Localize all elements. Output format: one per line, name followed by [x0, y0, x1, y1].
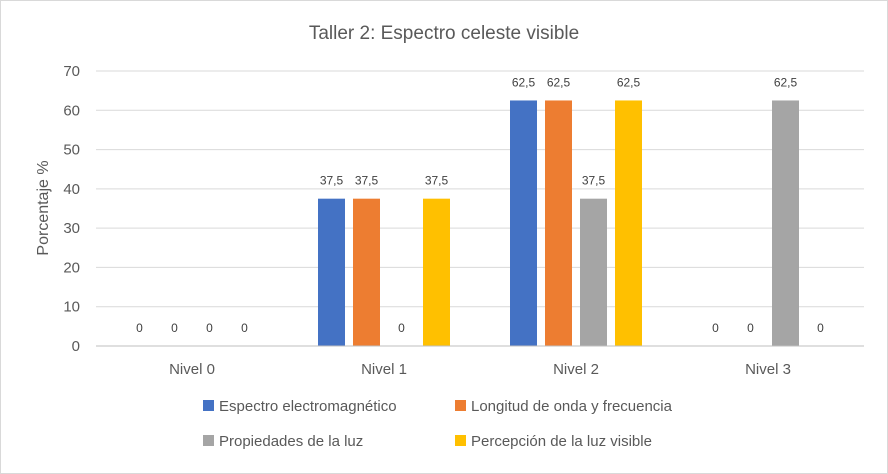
bar — [772, 100, 799, 346]
y-tick-label: 30 — [63, 220, 80, 237]
legend: Espectro electromagnético Longitud de ond… — [203, 398, 673, 450]
legend-label: Propiedades de la luz — [219, 433, 363, 450]
legend-label: Percepción de la luz visible — [471, 433, 652, 450]
data-label: 37,5 — [425, 174, 449, 188]
legend-item: Percepción de la luz visible — [455, 433, 652, 450]
bar — [545, 100, 572, 346]
gridlines: 0 10 20 30 40 50 60 70 — [63, 63, 864, 355]
chart-title: Taller 2: Espectro celeste visible — [309, 23, 579, 44]
data-label: 62,5 — [617, 75, 641, 89]
x-tick-label: Nivel 2 — [553, 361, 599, 378]
data-label: 0 — [712, 321, 719, 335]
x-tick-label: Nivel 0 — [169, 361, 215, 378]
data-label: 0 — [241, 321, 248, 335]
data-label: 62,5 — [547, 75, 571, 89]
legend-swatch — [203, 400, 214, 411]
legend-label: Longitud de onda y frecuencia — [471, 398, 673, 415]
x-tick-label: Nivel 1 — [361, 361, 407, 378]
data-label: 0 — [206, 321, 213, 335]
data-labels: 0 37,5 62,5 0 0 37,5 62,5 0 0 0 37,5 62,5 0 37,5 62,5 0 — [136, 75, 824, 335]
legend-item: Longitud de onda y frecuencia — [455, 398, 673, 415]
legend-item: Espectro electromagnético — [203, 398, 397, 415]
data-label: 37,5 — [582, 174, 606, 188]
data-label: 0 — [136, 321, 143, 335]
bar — [615, 100, 642, 346]
y-tick-label: 0 — [72, 338, 80, 355]
bar — [510, 100, 537, 346]
data-label: 0 — [817, 321, 824, 335]
y-axis-label: Porcentaje % — [35, 160, 52, 255]
legend-item: Propiedades de la luz — [203, 433, 363, 450]
y-tick-label: 70 — [63, 63, 80, 80]
bar — [423, 198, 450, 346]
data-label: 37,5 — [355, 174, 379, 188]
data-label: 0 — [398, 321, 405, 335]
bar — [580, 198, 607, 346]
bar — [318, 198, 345, 346]
data-label: 0 — [171, 321, 178, 335]
legend-swatch — [455, 435, 466, 446]
data-label: 62,5 — [512, 75, 536, 89]
bar — [353, 198, 380, 346]
x-tick-label: Nivel 3 — [745, 361, 791, 378]
data-label: 62,5 — [774, 75, 798, 89]
legend-label: Espectro electromagnético — [219, 398, 397, 415]
y-tick-label: 60 — [63, 102, 80, 119]
y-tick-label: 40 — [63, 181, 80, 198]
legend-swatch — [455, 400, 466, 411]
bars — [318, 100, 799, 346]
legend-swatch — [203, 435, 214, 446]
y-tick-label: 50 — [63, 142, 80, 159]
y-tick-label: 10 — [63, 299, 80, 316]
y-tick-label: 20 — [63, 259, 80, 276]
data-label: 37,5 — [320, 174, 344, 188]
x-axis: Nivel 0 Nivel 1 Nivel 2 Nivel 3 — [96, 345, 864, 378]
data-label: 0 — [747, 321, 754, 335]
